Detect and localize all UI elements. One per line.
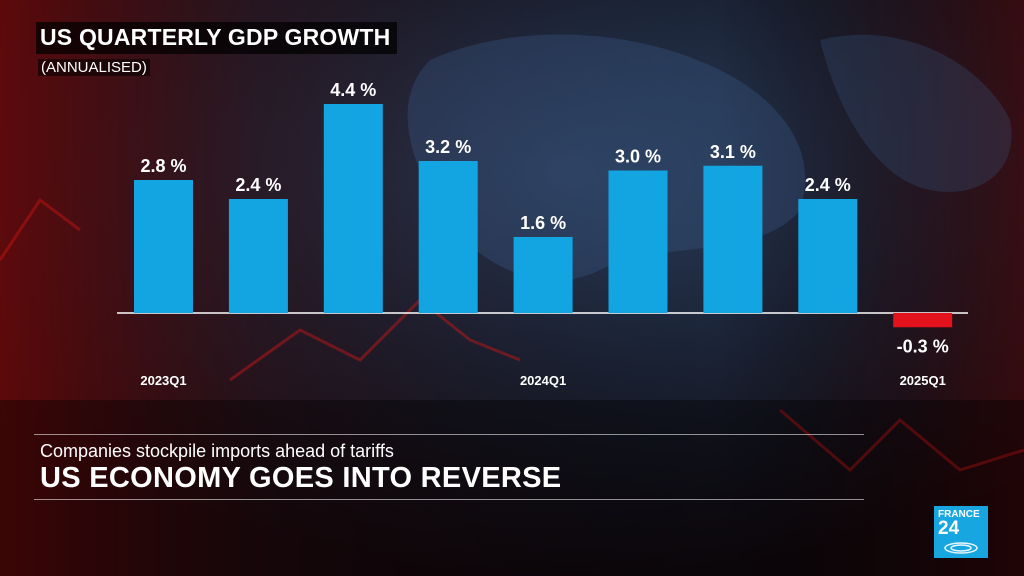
bar-2023Q1 [134,180,193,313]
data-labels-group: 2.8 % 2.4 % 4.4 % 3.2 % 1.6 % 3.0 % 3.1 % 2.4 %… [140,80,948,356]
data-label-2024Q3: 3.1 % [710,142,756,162]
chart-title: US QUARTERLY GDP GROWTH [40,24,391,50]
chart-subtitle: (ANNUALISED) [38,59,150,76]
bar-2024Q4 [798,199,858,313]
bar-2024Q2 [608,170,668,313]
logo-france-text: FRANCE [938,509,980,520]
data-label-2025Q1: -0.3 % [897,336,949,356]
data-label-2023Q4: 3.2 % [425,137,471,157]
x-tick-2023Q1: 2023Q1 [140,373,186,388]
x-tick-labels-group: 2023Q1 2024Q1 2025Q1 [140,373,945,388]
data-label-2024Q1: 1.6 % [520,213,566,233]
lower-third-top-rule [34,434,864,435]
x-tick-2024Q1: 2024Q1 [520,373,566,388]
lower-third-kicker: Companies stockpile imports ahead of tar… [40,441,394,461]
chart-title-box: US QUARTERLY GDP GROWTH [36,22,397,54]
bar-2023Q3 [323,104,383,313]
data-label-2023Q1: 2.8 % [140,156,186,176]
data-label-2023Q3: 4.4 % [330,80,376,100]
x-tick-2025Q1: 2025Q1 [900,373,946,388]
data-label-2023Q2: 2.4 % [235,175,281,195]
lower-third-headline: US ECONOMY GOES INTO REVERSE [40,462,562,494]
france24-logo: FRANCE 24 [934,506,988,558]
bar-2025Q1 [893,313,953,328]
bar-2023Q2 [228,199,288,313]
logo-24-text: 24 [938,518,960,539]
logo-waves-icon [944,542,978,554]
data-label-2024Q2: 3.0 % [615,147,661,167]
bars-group [134,104,953,328]
bar-2024Q1 [513,237,573,313]
bar-2024Q3 [703,165,763,313]
bar-2023Q4 [418,161,478,313]
lower-third-bottom-rule [34,499,864,500]
data-label-2024Q4: 2.4 % [805,175,851,195]
